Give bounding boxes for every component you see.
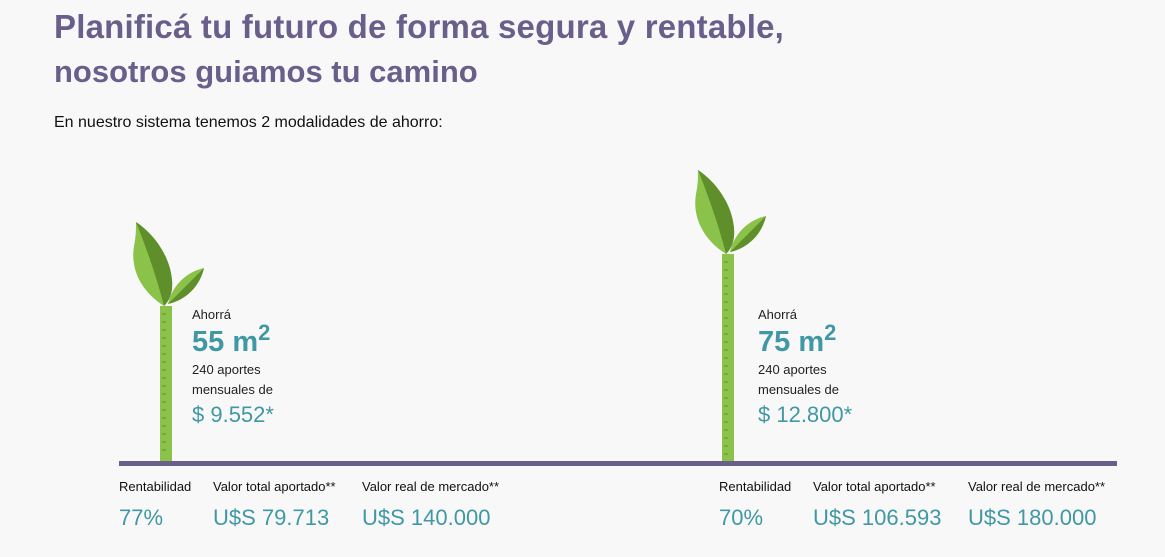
plan-2-info: Ahorrá 75 m2 240 aportes mensuales de $ … [758,307,852,428]
plan-1-save-label: Ahorrá [192,307,232,322]
plan-2-stat-market: Valor real de mercado** U$S 180.000 [968,479,1106,530]
page-title: Planificá tu futuro de forma segura y re… [54,8,785,45]
page-subtitle: nosotros guiamos tu camino [54,54,478,89]
plan-2-area: 75 m2 [758,320,837,359]
sprout-icon [128,222,208,466]
plan-1-area: 55 m2 [192,320,271,359]
plan-2-price: $ 12.800* [758,402,853,427]
plan-1-info: Ahorrá 55 m2 240 aportes mensuales de $ … [192,307,274,428]
plan-2-stat-rentabilidad: Rentabilidad 70% [719,479,792,530]
plan-2-stat-total: Valor total aportado** U$S 106.593 [813,479,942,530]
intro-text: En nuestro sistema tenemos 2 modalidades… [54,114,443,131]
plan-1-stat-rentabilidad: Rentabilidad 77% [119,479,192,530]
plan-2-save-label: Ahorrá [758,307,798,322]
plan-1-installments: 240 aportes mensuales de [192,362,273,397]
plan-1-price: $ 9.552* [192,402,274,427]
plan-2-installments: 240 aportes mensuales de [758,362,839,397]
plan-1-stat-market: Valor real de mercado** U$S 140.000 [362,479,500,530]
sprout-icon [690,170,770,466]
plan-1-stat-total: Valor total aportado** U$S 79.713 [213,479,336,530]
ground-line [119,461,1117,466]
